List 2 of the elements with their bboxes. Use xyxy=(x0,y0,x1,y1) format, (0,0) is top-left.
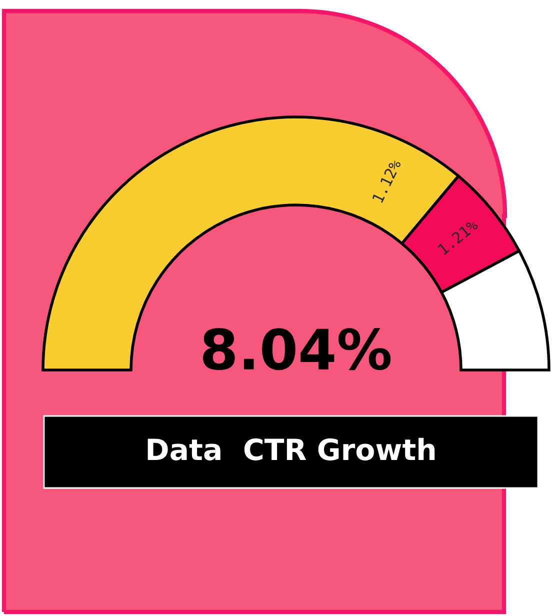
text: 8.04% xyxy=(203,328,391,370)
text: Data CTR Growth xyxy=(148,438,435,460)
